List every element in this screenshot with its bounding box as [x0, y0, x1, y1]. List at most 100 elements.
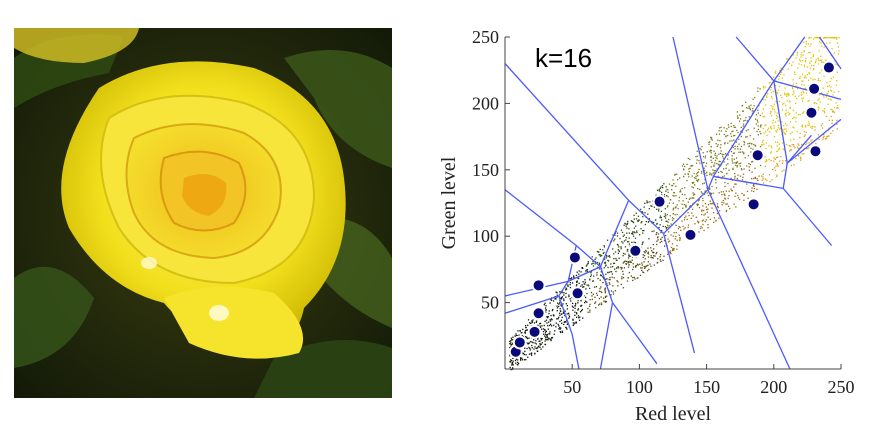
- pixel-point: [614, 238, 616, 240]
- pixel-point: [701, 227, 703, 229]
- pixel-point: [665, 190, 667, 192]
- pixel-point: [832, 130, 834, 132]
- pixel-point: [587, 261, 589, 263]
- pixel-point: [703, 167, 705, 169]
- pixel-point: [711, 139, 713, 141]
- pixel-point: [657, 233, 660, 235]
- pixel-point: [732, 167, 734, 169]
- pixel-point: [577, 309, 579, 311]
- pixel-point: [673, 195, 675, 197]
- pixel-point: [830, 99, 832, 101]
- pixel-point: [719, 147, 722, 149]
- pixel-point: [646, 265, 648, 267]
- pixel-point: [743, 144, 745, 146]
- pixel-point: [582, 317, 584, 319]
- pixel-point: [598, 262, 601, 264]
- pixel-point: [813, 68, 815, 70]
- pixel-point: [801, 91, 803, 94]
- pixel-point: [723, 175, 725, 177]
- pixel-point: [738, 143, 740, 145]
- pixel-point: [759, 164, 762, 167]
- pixel-point: [667, 226, 669, 228]
- pixel-point: [762, 178, 764, 180]
- pixel-point: [541, 328, 543, 330]
- pixel-point: [525, 326, 527, 329]
- pixel-point: [734, 162, 736, 164]
- pixel-point: [569, 282, 571, 284]
- pixel-point: [606, 254, 608, 257]
- pixel-point: [762, 139, 764, 142]
- pixel-point: [656, 223, 658, 225]
- pixel-point: [819, 72, 821, 74]
- pixel-point: [697, 188, 699, 190]
- pixel-point: [690, 165, 693, 167]
- pixel-point: [599, 254, 601, 256]
- x-tick-label: 250: [828, 377, 855, 397]
- pixel-point: [680, 191, 682, 193]
- pixel-point: [830, 108, 832, 111]
- pixel-point: [725, 153, 727, 155]
- pixel-point: [691, 175, 693, 177]
- x-tick-label: 50: [563, 377, 581, 397]
- pixel-point: [779, 160, 781, 162]
- pixel-point: [510, 337, 513, 339]
- pixel-point: [739, 118, 742, 120]
- pixel-point: [747, 107, 749, 109]
- pixel-point: [790, 164, 792, 167]
- pixel-point: [773, 108, 775, 111]
- pixel-point: [624, 260, 626, 262]
- pixel-point: [743, 168, 745, 170]
- pixel-point: [789, 107, 791, 109]
- pixel-point: [572, 306, 574, 308]
- pixel-point: [817, 109, 819, 111]
- pixel-point: [553, 314, 555, 316]
- pixel-point: [696, 155, 699, 157]
- pixel-point: [799, 132, 801, 135]
- pixel-point: [624, 222, 626, 225]
- pixel-point: [545, 309, 547, 311]
- pixel-point: [668, 218, 670, 221]
- pixel-point: [666, 224, 669, 226]
- pixel-point: [709, 188, 711, 190]
- pixel-point: [712, 192, 714, 194]
- pixel-point: [531, 347, 533, 349]
- pixel-point: [827, 92, 829, 95]
- pixel-point: [687, 226, 689, 229]
- pixel-point: [754, 96, 756, 99]
- pixel-point: [679, 237, 681, 239]
- pixel-point: [817, 37, 819, 39]
- pixel-point: [791, 87, 794, 89]
- pixel-point: [752, 98, 754, 100]
- pixel-point: [806, 74, 809, 76]
- pixel-point: [627, 266, 630, 268]
- pixel-point: [599, 248, 601, 250]
- pixel-point: [832, 76, 835, 78]
- pixel-point: [653, 230, 655, 232]
- pixel-point: [750, 151, 752, 153]
- pixel-point: [820, 125, 823, 127]
- pixel-point: [753, 105, 755, 107]
- pixel-point: [639, 274, 642, 276]
- pixel-point: [607, 260, 610, 262]
- pixel-point: [551, 319, 553, 321]
- pixel-point: [799, 114, 801, 116]
- pixel-point: [556, 294, 558, 296]
- pixel-point: [584, 302, 586, 304]
- pixel-point: [640, 267, 642, 269]
- pixel-point: [695, 216, 697, 218]
- pixel-point: [698, 199, 700, 201]
- pixel-point: [676, 239, 678, 241]
- pixel-point: [688, 170, 690, 173]
- pixel-point: [831, 90, 833, 92]
- pixel-point: [796, 146, 799, 148]
- pixel-point: [818, 40, 821, 43]
- pixel-point: [701, 209, 703, 211]
- pixel-point: [712, 157, 714, 159]
- pixel-point: [687, 173, 689, 175]
- pixel-point: [628, 271, 630, 274]
- pixel-point: [837, 104, 839, 107]
- pixel-point: [710, 166, 712, 168]
- pixel-point: [785, 95, 788, 97]
- pixel-point: [770, 86, 772, 89]
- pixel-point: [546, 317, 548, 319]
